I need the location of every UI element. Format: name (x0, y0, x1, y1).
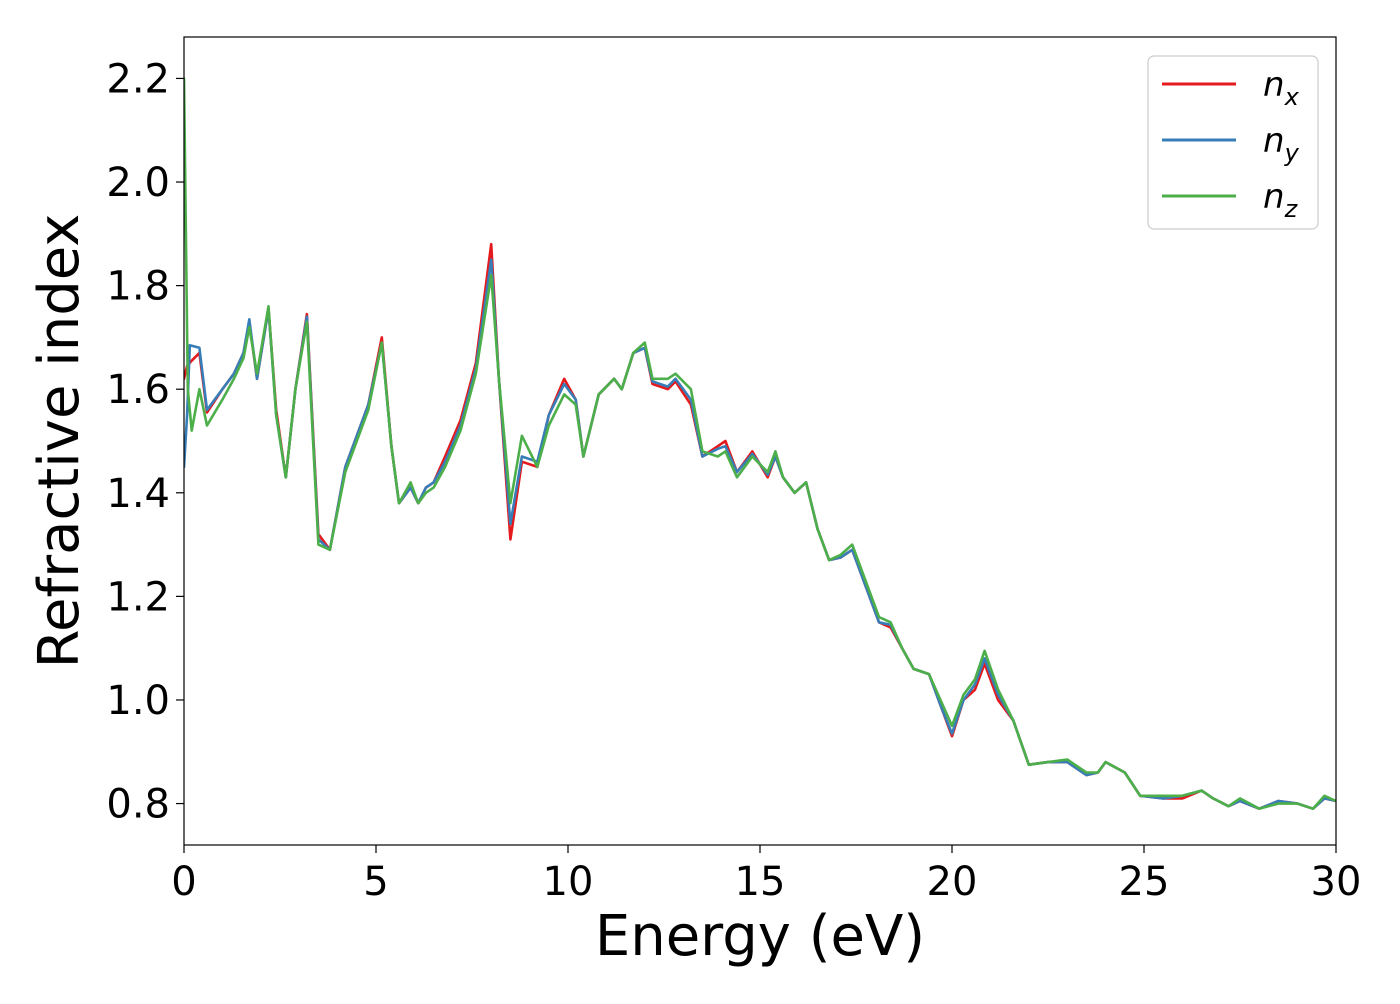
series-line-z (184, 77, 1336, 810)
x-tick-label: 5 (363, 859, 388, 905)
legend-label-base: n (1263, 65, 1285, 105)
y-tick-label: 1.8 (106, 264, 170, 310)
legend-label-subscript: z (1284, 195, 1299, 223)
y-tick-label: 1.0 (106, 678, 170, 724)
legend-label-subscript: y (1284, 139, 1300, 167)
x-tick-label: 25 (1119, 859, 1170, 905)
x-tick-label: 20 (927, 859, 978, 905)
x-axis-ticks: 0 5 10 15 20 25 30 (171, 845, 1361, 905)
series-layer (184, 77, 1336, 810)
y-tick-label: 1.6 (106, 367, 170, 413)
y-tick-label: 1.2 (106, 574, 170, 620)
series-line-y (184, 258, 1336, 810)
x-tick-label: 0 (171, 859, 196, 905)
legend-label-y: ny (1263, 121, 1300, 167)
legend-box (1147, 55, 1319, 230)
x-tick-label: 10 (543, 859, 594, 905)
y-axis-label: Refractive index (27, 214, 92, 669)
legend-label-x: nx (1263, 65, 1300, 111)
legend-label-z: nz (1263, 177, 1299, 223)
x-axis-label: Energy (eV) (595, 904, 925, 969)
x-tick-label: 30 (1311, 859, 1362, 905)
legend-label-base: n (1263, 177, 1285, 217)
y-tick-label: 1.4 (106, 471, 170, 517)
legend-label-base: n (1263, 121, 1285, 161)
y-tick-label: 2.2 (106, 56, 170, 102)
y-axis-ticks: 0.8 1.0 1.2 1.4 1.6 1.8 2.0 2.2 (106, 56, 184, 828)
legend-label-subscript: x (1284, 83, 1300, 111)
series-line-x (184, 242, 1336, 810)
y-tick-label: 0.8 (106, 782, 170, 828)
x-tick-label: 15 (735, 859, 786, 905)
y-tick-label: 2.0 (106, 160, 170, 206)
